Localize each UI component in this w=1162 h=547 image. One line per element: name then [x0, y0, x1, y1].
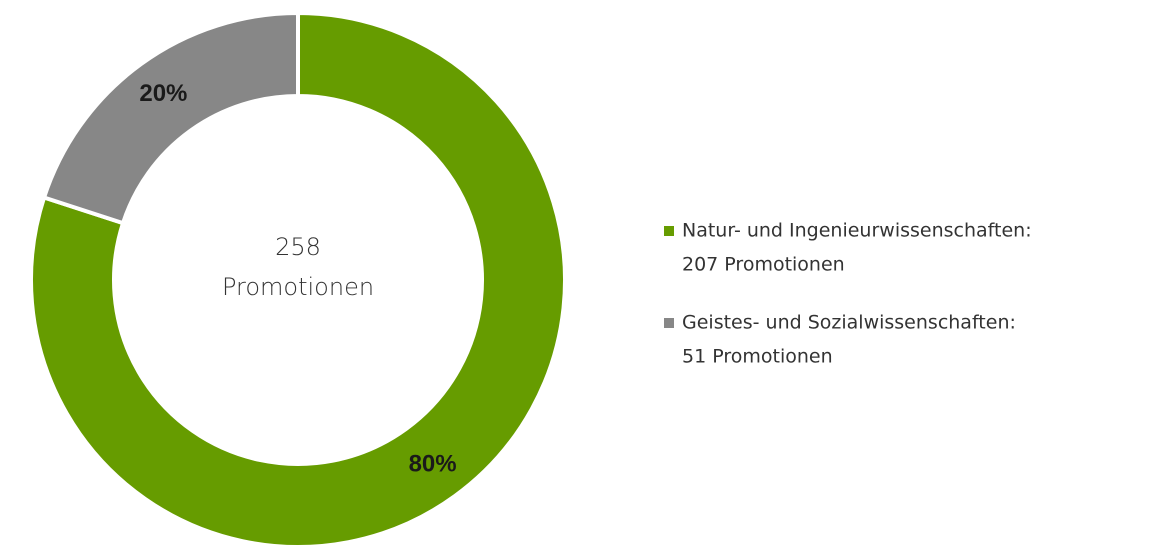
center-label: 258 — [275, 233, 321, 261]
slice — [41, 10, 300, 226]
value-label: 80% — [409, 451, 457, 478]
legend-detail: 51 Promotionen — [682, 346, 833, 368]
slice — [29, 10, 567, 547]
legend-swatch — [664, 318, 674, 328]
legend-detail: 207 Promotionen — [682, 254, 845, 276]
center-label: Promotionen — [222, 273, 374, 301]
legend-label: Natur- und Ingenieurwissenschaften: — [682, 220, 1032, 242]
legend-swatch — [664, 226, 674, 236]
value-label: 20% — [139, 80, 187, 107]
legend-label: Geistes- und Sozialwissenschaften: — [682, 312, 1016, 334]
